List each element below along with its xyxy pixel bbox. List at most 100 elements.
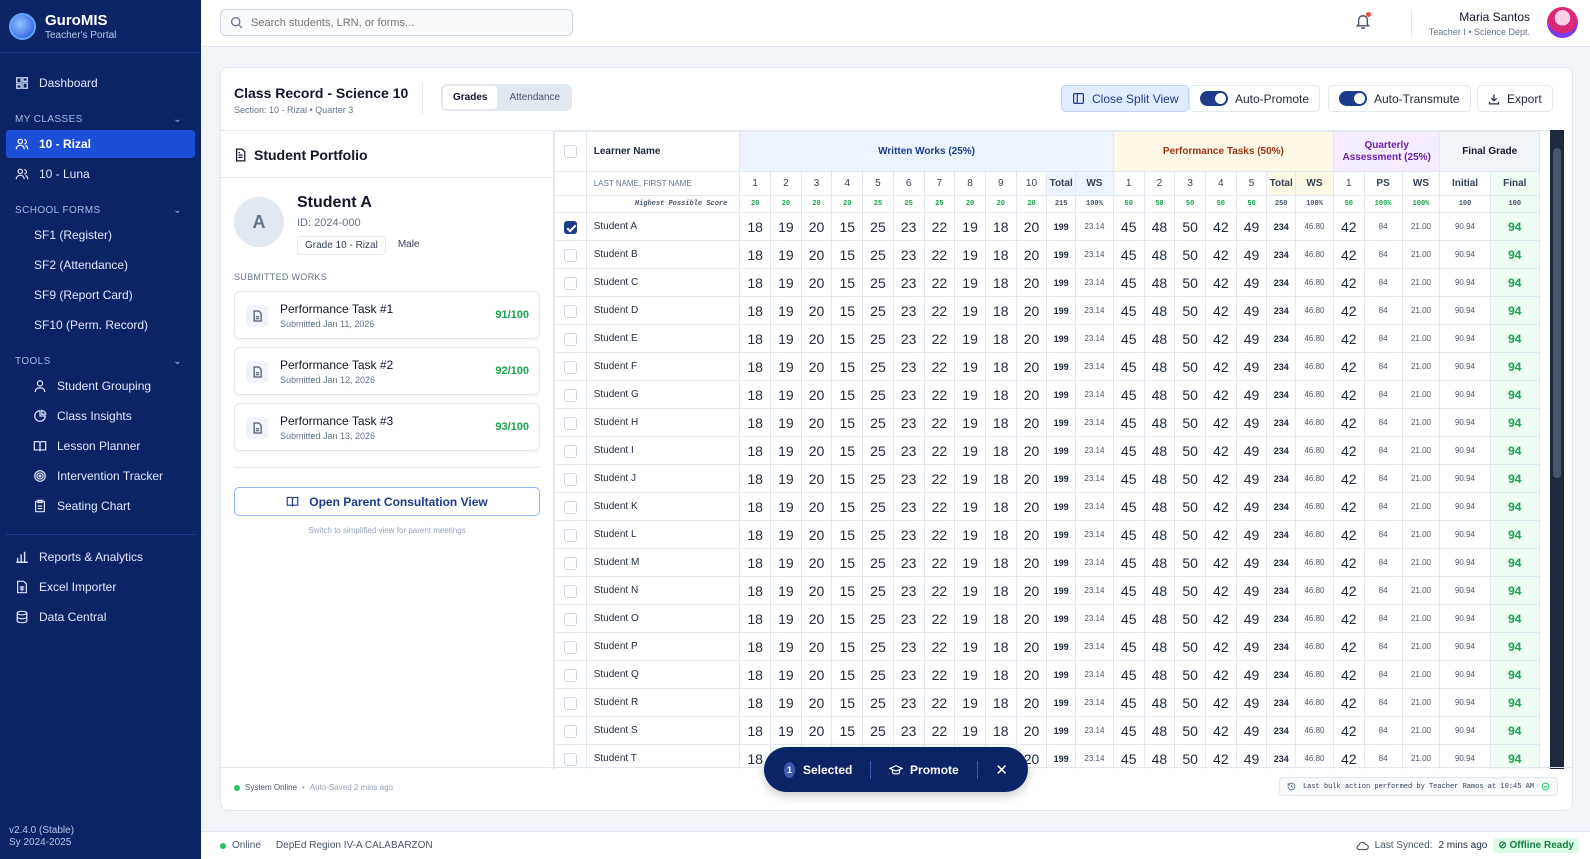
nav-sf9[interactable]: SF9 (Report Card) xyxy=(6,281,195,309)
nav-data-central[interactable]: Data Central xyxy=(6,603,195,631)
avatar[interactable] xyxy=(1547,7,1578,38)
nav-lesson-planner[interactable]: Lesson Planner xyxy=(6,432,195,460)
row-checkbox[interactable] xyxy=(563,613,577,627)
nav-class-luna[interactable]: 10 - Luna xyxy=(6,160,195,188)
tab-grades[interactable]: Grades xyxy=(443,86,498,109)
row-checkbox[interactable] xyxy=(563,445,577,459)
nav-sf10[interactable]: SF10 (Perm. Record) xyxy=(6,311,195,339)
promote-button[interactable]: Promote xyxy=(889,763,959,777)
work-item[interactable]: Performance Task #3 Submitted Jan 13, 20… xyxy=(234,403,540,451)
row-select-cell[interactable] xyxy=(554,660,587,689)
table-row[interactable]: Student R 18 19 20 15 25 23 22 19 18 20 199 23.14 45 4… xyxy=(554,688,1541,717)
close-split-view-button[interactable]: Close Split View xyxy=(1061,85,1190,112)
table-row[interactable]: Student C 18 19 20 15 25 23 22 19 18 20 199 23.14 45 4… xyxy=(554,268,1541,297)
row-checkbox[interactable] xyxy=(563,529,577,543)
row-select-cell[interactable] xyxy=(554,436,587,465)
table-row[interactable]: Student J 18 19 20 15 25 23 22 19 18 20 199 23.14 45 4… xyxy=(554,464,1541,493)
table-row[interactable]: Student L 18 19 20 15 25 23 22 19 18 20 199 23.14 45 4… xyxy=(554,520,1541,549)
export-button[interactable]: Export xyxy=(1477,85,1553,112)
row-select-cell[interactable] xyxy=(554,212,587,241)
row-select-cell[interactable] xyxy=(554,240,587,269)
nav-class-rizal[interactable]: 10 - Rizal xyxy=(6,130,195,158)
row-select-cell[interactable] xyxy=(554,576,587,605)
my-classes-header[interactable]: MY CLASSES ⌄ xyxy=(0,111,201,127)
work-item[interactable]: Performance Task #2 Submitted Jan 12, 20… xyxy=(234,347,540,395)
user-info[interactable]: Maria Santos Teacher I • Science Dept. xyxy=(1429,10,1530,37)
row-checkbox[interactable] xyxy=(563,249,577,263)
table-row[interactable]: Student B 18 19 20 15 25 23 22 19 18 20 199 23.14 45 4… xyxy=(554,240,1541,269)
scrollbar[interactable] xyxy=(1550,130,1564,769)
row-select-cell[interactable] xyxy=(554,408,587,437)
row-checkbox[interactable] xyxy=(563,305,577,319)
row-checkbox[interactable] xyxy=(563,697,577,711)
row-checkbox[interactable] xyxy=(563,417,577,431)
select-all-cell[interactable] xyxy=(554,131,587,172)
table-row[interactable]: Student K 18 19 20 15 25 23 22 19 18 20 199 23.14 45 4… xyxy=(554,492,1541,521)
school-forms-header[interactable]: SCHOOL FORMS ⌄ xyxy=(0,202,201,218)
table-row[interactable]: Student G 18 19 20 15 25 23 22 19 18 20 199 23.14 45 4… xyxy=(554,380,1541,409)
tab-attendance[interactable]: Attendance xyxy=(509,92,561,103)
nav-seating-chart[interactable]: Seating Chart xyxy=(6,492,195,520)
select-all-checkbox[interactable] xyxy=(563,145,577,158)
table-row[interactable]: Student Q 18 19 20 15 25 23 22 19 18 20 199 23.14 45 4… xyxy=(554,660,1541,689)
table-row[interactable]: Student F 18 19 20 15 25 23 22 19 18 20 199 23.14 45 4… xyxy=(554,352,1541,381)
row-checkbox[interactable] xyxy=(563,585,577,599)
toggle-switch[interactable] xyxy=(1200,91,1228,106)
table-row[interactable]: Student S 18 19 20 15 25 23 22 19 18 20 199 23.14 45 4… xyxy=(554,716,1541,745)
row-checkbox[interactable] xyxy=(563,361,577,375)
row-checkbox[interactable] xyxy=(563,389,577,403)
table-row[interactable]: Student D 18 19 20 15 25 23 22 19 18 20 199 23.14 45 4… xyxy=(554,296,1541,325)
row-checkbox[interactable] xyxy=(563,221,577,235)
tools-header[interactable]: TOOLS ⌄ xyxy=(0,353,201,369)
row-select-cell[interactable] xyxy=(554,716,587,745)
row-select-cell[interactable] xyxy=(554,492,587,521)
search-box[interactable] xyxy=(220,9,573,36)
row-select-cell[interactable] xyxy=(554,324,587,353)
table-row[interactable]: Student P 18 19 20 15 25 23 22 19 18 20 199 23.14 45 4… xyxy=(554,632,1541,661)
row-select-cell[interactable] xyxy=(554,520,587,549)
nav-reports[interactable]: Reports & Analytics xyxy=(6,543,195,571)
row-checkbox[interactable] xyxy=(563,669,577,683)
row-select-cell[interactable] xyxy=(554,268,587,297)
close-icon[interactable]: ✕ xyxy=(995,761,1008,779)
row-select-cell[interactable] xyxy=(554,548,587,577)
toggle-switch[interactable] xyxy=(1339,91,1367,106)
row-checkbox[interactable] xyxy=(563,333,577,347)
row-select-cell[interactable] xyxy=(554,744,587,769)
table-row[interactable]: Student T1819201525232219182019923.14454… xyxy=(554,744,1541,769)
row-select-cell[interactable] xyxy=(554,296,587,325)
row-select-cell[interactable] xyxy=(554,688,587,717)
table-row[interactable]: Student O 18 19 20 15 25 23 22 19 18 20 199 23.14 45 4… xyxy=(554,604,1541,633)
row-select-cell[interactable] xyxy=(554,464,587,493)
table-row[interactable]: Student I 18 19 20 15 25 23 22 19 18 20 199 23.14 45 4… xyxy=(554,436,1541,465)
notifications-button[interactable] xyxy=(1355,12,1371,30)
row-checkbox[interactable] xyxy=(563,473,577,487)
auto-promote-toggle[interactable]: Auto-Promote xyxy=(1189,85,1321,112)
row-select-cell[interactable] xyxy=(554,380,587,409)
nav-student-grouping[interactable]: Student Grouping xyxy=(6,372,195,400)
row-select-cell[interactable] xyxy=(554,632,587,661)
nav-class-insights[interactable]: Class Insights xyxy=(6,402,195,430)
row-checkbox[interactable] xyxy=(563,725,577,739)
row-checkbox[interactable] xyxy=(563,501,577,515)
search-input[interactable] xyxy=(251,16,551,29)
table-row[interactable]: Student E 18 19 20 15 25 23 22 19 18 20 199 23.14 45 4… xyxy=(554,324,1541,353)
row-checkbox[interactable] xyxy=(563,277,577,291)
table-row[interactable]: Student A 18 19 20 15 25 23 22 19 18 20 199 23.14 45 4… xyxy=(554,212,1541,241)
parent-consultation-button[interactable]: Open Parent Consultation View xyxy=(234,487,540,516)
nav-sf2[interactable]: SF2 (Attendance) xyxy=(6,251,195,279)
row-checkbox[interactable] xyxy=(563,557,577,571)
row-select-cell[interactable] xyxy=(554,604,587,633)
row-checkbox[interactable] xyxy=(563,753,577,767)
row-select-cell[interactable] xyxy=(554,352,587,381)
scrollbar-thumb[interactable] xyxy=(1553,148,1561,478)
nav-intervention-tracker[interactable]: Intervention Tracker xyxy=(6,462,195,490)
work-item[interactable]: Performance Task #1 Submitted Jan 11, 20… xyxy=(234,291,540,339)
nav-excel-importer[interactable]: Excel Importer xyxy=(6,573,195,601)
nav-sf1[interactable]: SF1 (Register) xyxy=(6,221,195,249)
table-row[interactable]: Student M 18 19 20 15 25 23 22 19 18 20 199 23.14 45 4… xyxy=(554,548,1541,577)
auto-transmute-toggle[interactable]: Auto-Transmute xyxy=(1328,85,1471,112)
row-checkbox[interactable] xyxy=(563,641,577,655)
nav-dashboard[interactable]: Dashboard xyxy=(6,69,195,97)
table-row[interactable]: Student H 18 19 20 15 25 23 22 19 18 20 199 23.14 45 4… xyxy=(554,408,1541,437)
